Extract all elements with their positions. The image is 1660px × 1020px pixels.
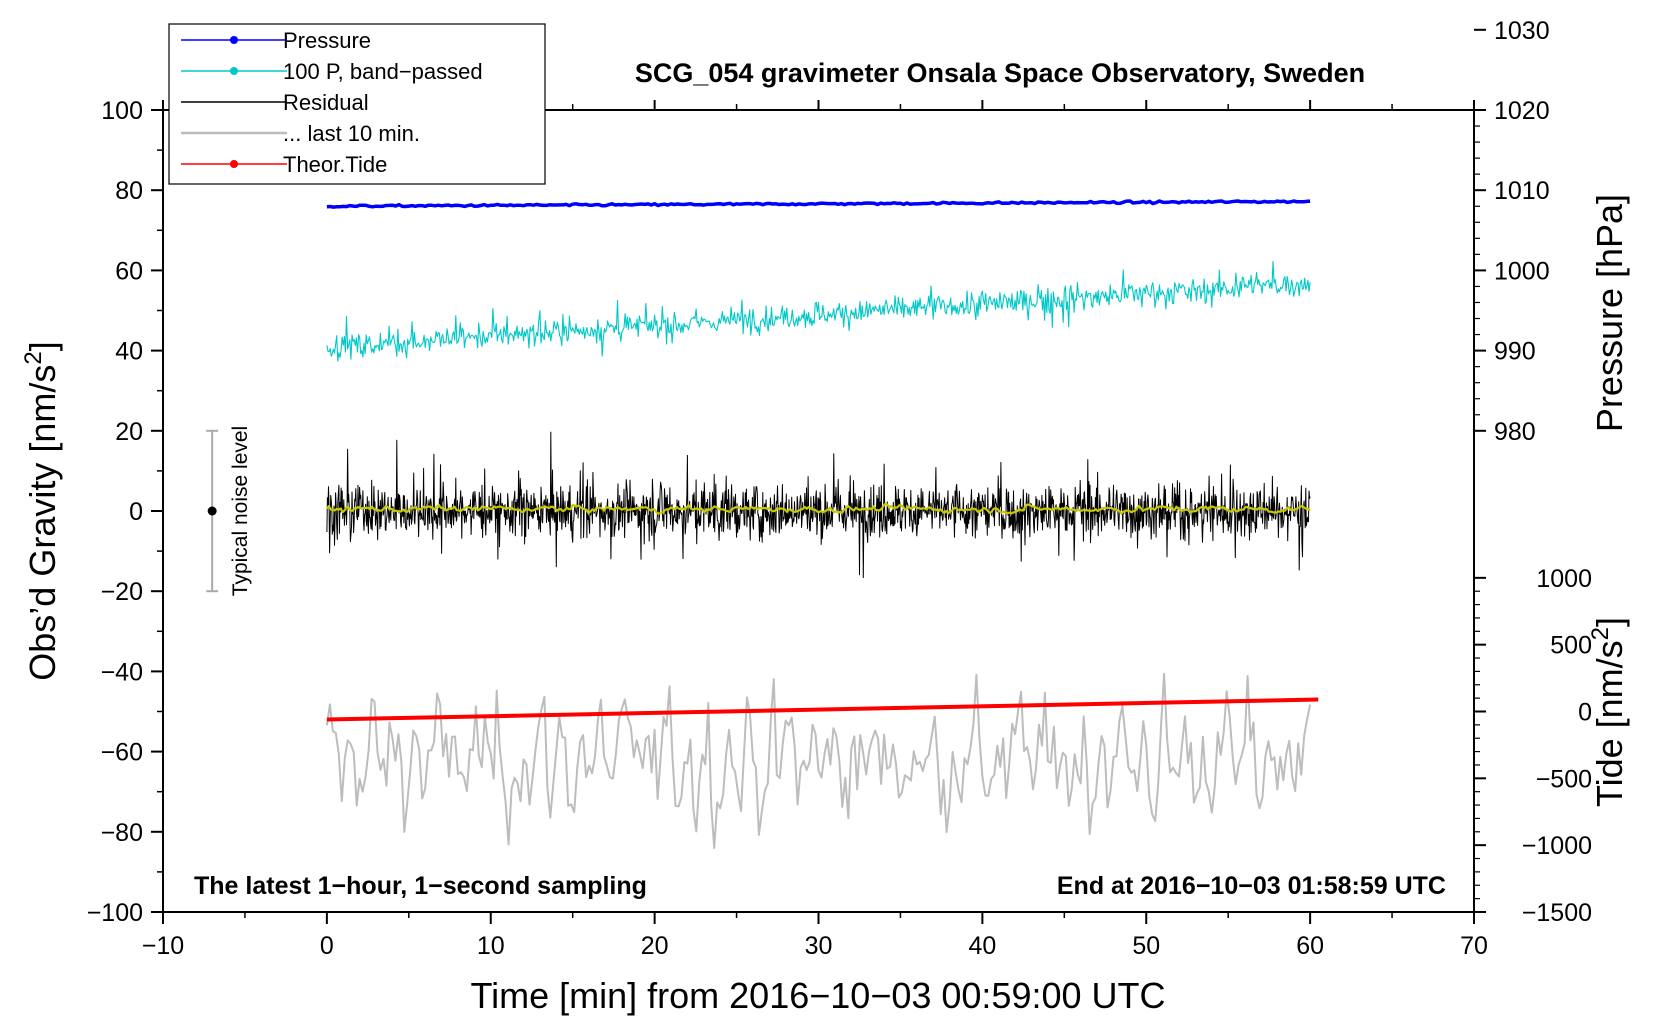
series-theor-tide xyxy=(326,697,1319,722)
series-last-10-min xyxy=(325,672,1312,850)
tide-tick-label: 0 xyxy=(1578,699,1592,727)
x-tick-label: 10 xyxy=(477,932,505,960)
y-tick-label: 100 xyxy=(101,97,143,125)
x-tick-label: 70 xyxy=(1460,932,1488,960)
pressure-tick-label: 1020 xyxy=(1494,97,1550,125)
x-axis: −10 0 10 20 30 40 50 60 70 xyxy=(142,100,1488,960)
y-tick-label: 60 xyxy=(115,257,143,285)
tide-tick-label: −1500 xyxy=(1522,899,1592,927)
y-tick-label: −40 xyxy=(101,658,143,686)
y-axis-label-pressure: Pressure [hPa] xyxy=(1589,194,1630,432)
legend-box xyxy=(168,23,546,185)
series-100-p-band-passed xyxy=(326,260,1311,362)
noise-bar-center xyxy=(207,506,217,516)
y-tick-label: 0 xyxy=(129,498,143,526)
x-tick-label: 0 xyxy=(320,932,334,960)
y-tick-label: −100 xyxy=(87,899,143,927)
y-tick-label: −20 xyxy=(101,578,143,606)
tide-tick-label: −1000 xyxy=(1522,832,1592,860)
tide-tick-label: 1000 xyxy=(1536,565,1592,593)
tide-label-close: ] xyxy=(1589,617,1630,627)
x-tick-label: 50 xyxy=(1132,932,1160,960)
x-tick-label: 20 xyxy=(641,932,669,960)
x-tick-label: −10 xyxy=(142,932,184,960)
series-layer xyxy=(325,199,1319,850)
tide-label-sup: 2 xyxy=(1587,627,1614,640)
pressure-tick-label: 1000 xyxy=(1494,257,1550,285)
y-tick-label: −80 xyxy=(101,819,143,847)
tide-tick-label: 500 xyxy=(1550,632,1592,660)
legend-label: Residual xyxy=(283,90,369,115)
legend-label: 100 P, band−passed xyxy=(283,59,483,84)
y-axis-label-gravity: Obs’d Gravity [nm/s2] xyxy=(20,341,63,680)
y-axis-label-tide: Tide [nm/s2] xyxy=(1587,617,1630,807)
pressure-tick-label: 1010 xyxy=(1494,177,1550,205)
legend: Pressure 100 P, band−passed Residual ... la… xyxy=(168,23,546,185)
legend-marker xyxy=(230,36,238,44)
pressure-tick-label: 990 xyxy=(1494,338,1536,366)
pressure-tick-label: 980 xyxy=(1494,418,1536,446)
y-tick-label: 80 xyxy=(115,177,143,205)
legend-marker xyxy=(230,67,238,75)
y-tick-label: 20 xyxy=(115,418,143,446)
x-tick-label: 40 xyxy=(968,932,996,960)
legend-label: Pressure xyxy=(283,28,371,53)
y-tick-label: −60 xyxy=(101,739,143,767)
series-residual xyxy=(326,431,1311,579)
tide-tick-label: −500 xyxy=(1536,765,1592,793)
annotation-sampling: The latest 1−hour, 1−second sampling xyxy=(194,872,647,900)
series-residual-smoothed xyxy=(326,502,1311,515)
series-pressure xyxy=(326,199,1311,209)
legend-label: Theor.Tide xyxy=(283,152,387,177)
gravity-label-text: Obs’d Gravity [nm/s xyxy=(22,365,63,681)
y-axis-gravity: −100 −80 −60 −40 −20 0 20 40 60 80 100 xyxy=(87,97,163,927)
chart-title: SCG_054 gravimeter Onsala Space Observat… xyxy=(635,58,1365,88)
legend-marker xyxy=(230,160,238,168)
x-tick-label: 30 xyxy=(805,932,833,960)
pressure-tick-label: 1030 xyxy=(1494,17,1550,45)
y-axis-pressure: 980 990 1000 1010 1020 1030 xyxy=(1474,17,1550,446)
noise-level-label: Typical noise level xyxy=(229,426,252,596)
y-axis-tide: −1500 −1000 −500 0 500 1000 xyxy=(1474,565,1592,927)
gravity-label-sup: 2 xyxy=(20,351,47,364)
x-axis-label: Time [min] from 2016−10−03 00:59:00 UTC xyxy=(470,975,1165,1016)
tide-label-text: Tide [nm/s xyxy=(1589,640,1630,807)
legend-label: ... last 10 min. xyxy=(283,121,420,146)
gravity-label-close: ] xyxy=(22,341,63,351)
y-tick-label: 40 xyxy=(115,338,143,366)
noise-level-indicator xyxy=(206,429,219,593)
x-tick-label: 60 xyxy=(1296,932,1324,960)
annotation-end-time: End at 2016−10−03 01:58:59 UTC xyxy=(1057,872,1446,900)
